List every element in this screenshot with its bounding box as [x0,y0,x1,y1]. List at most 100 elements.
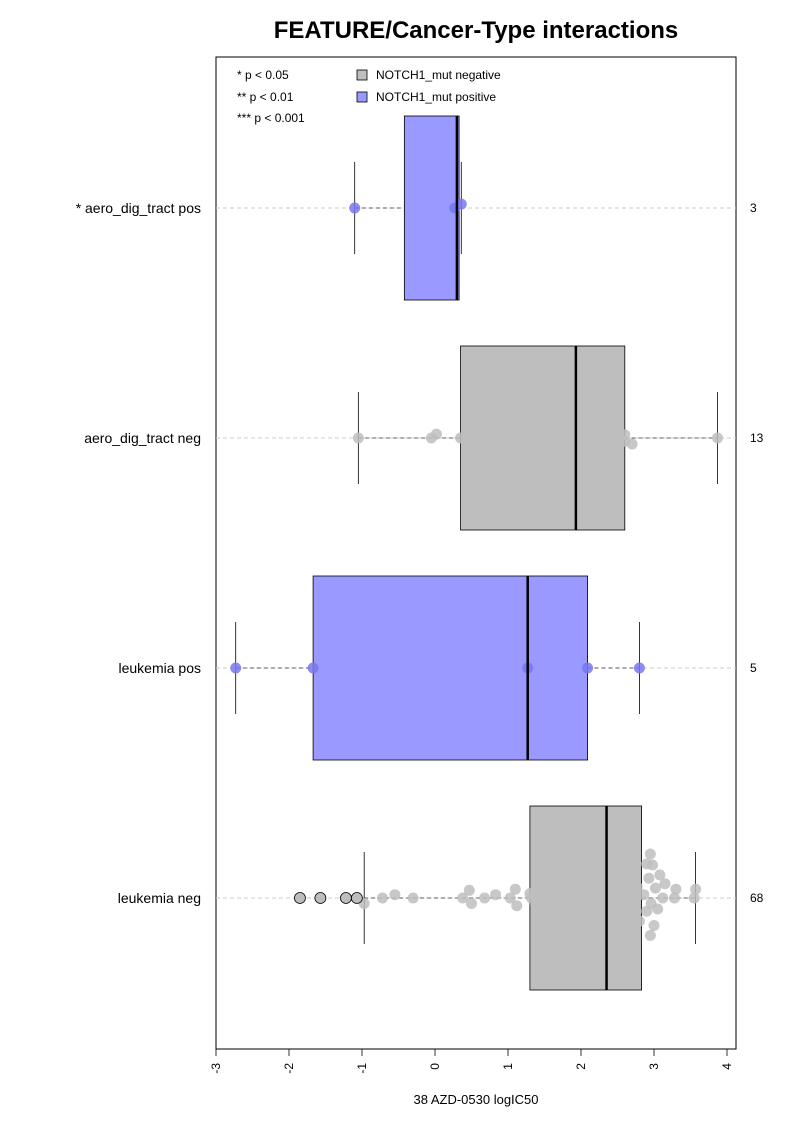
data-point [564,905,576,917]
data-point [479,892,491,904]
data-point [389,889,401,901]
category-label: * aero_dig_tract pos [76,200,201,216]
data-point [670,883,682,895]
data-point [644,848,656,860]
data-point [530,899,542,911]
outlier-point [340,892,352,904]
data-point [638,889,650,901]
legend-sig-1: * p < 0.05 [237,68,289,82]
data-point [559,883,571,895]
plot-area: * aero_dig_tract pos 3 aero_dig_tract neg 1… [76,115,764,991]
x-tick-label: -1 [355,1063,369,1074]
data-point [537,892,549,904]
data-point [455,432,467,444]
box-group-leukemia-neg: leukemia neg 68 [118,805,764,991]
data-point [575,863,587,875]
data-point [455,198,467,210]
data-point [626,438,638,450]
x-tick-label: 1 [501,1063,515,1070]
category-label: leukemia pos [119,660,202,676]
data-point [633,662,645,674]
data-point [407,892,419,904]
data-point [668,892,680,904]
legend-label-negative: NOTCH1_mut negative [376,68,501,82]
data-point [652,903,664,915]
data-point [633,915,645,927]
data-point [352,432,364,444]
data-point [593,863,605,875]
x-tick-label: 4 [720,1063,734,1070]
data-point [641,858,653,870]
data-point [584,432,596,444]
data-point [307,662,319,674]
x-tick-label: -2 [282,1063,296,1074]
data-point [625,910,637,922]
data-point [614,918,626,930]
legend: * p < 0.05 ** p < 0.01 *** p < 0.001 NOT… [237,68,501,125]
category-label: aero_dig_tract neg [84,430,201,446]
data-point [549,905,561,917]
data-point [463,884,475,896]
box-group-leukemia-pos: leukemia pos 5 [119,575,757,761]
data-point [614,432,626,444]
outlier-point [294,892,306,904]
data-point [504,892,516,904]
box [460,345,626,531]
data-point [349,202,361,214]
x-axis-label: 38 AZD-0530 logIC50 [413,1092,538,1107]
data-point [608,869,620,881]
data-point [509,883,521,895]
box-group-aero-dig-tract-neg: aero_dig_tract neg 13 [84,345,764,531]
data-point [616,885,628,897]
x-axis: -3 -2 -1 0 1 2 3 4 [209,1048,734,1074]
legend-sig-3: *** p < 0.001 [237,111,305,125]
data-point [376,892,388,904]
legend-label-positive: NOTCH1_mut positive [376,90,496,104]
data-point [628,892,640,904]
data-point [579,899,591,911]
data-point [549,432,561,444]
x-tick-label: 0 [428,1063,442,1070]
box-group-aero-dig-tract-pos: * aero_dig_tract pos 3 [76,115,757,301]
data-point [659,878,671,890]
outlier-point [350,892,363,904]
legend-swatch-negative [356,69,368,81]
chart-title: FEATURE/Cancer-Type interactions [274,17,679,44]
box [312,575,588,761]
data-point [626,855,638,867]
data-point [628,865,640,876]
data-point [490,889,502,901]
x-tick-label: -3 [209,1063,223,1074]
data-point [619,927,631,939]
category-label: leukemia neg [118,890,201,906]
data-point [654,869,666,881]
data-point [230,662,242,674]
data-point [590,872,602,884]
data-point [688,892,700,904]
data-point [622,877,634,889]
data-point [466,898,477,909]
data-point [586,905,598,917]
data-point [649,882,661,894]
data-point [644,929,656,941]
data-point [530,432,542,444]
data-point [712,432,724,444]
data-point [619,901,631,913]
count-label: 5 [750,661,757,675]
data-point [582,887,594,898]
data-point [631,881,643,893]
outlier-point [314,892,327,904]
x-tick-label: 2 [574,1063,588,1070]
legend-sig-2: ** p < 0.01 [237,90,294,104]
legend-swatch-positive [356,91,368,103]
data-point [511,900,523,912]
data-point [457,892,469,904]
data-point [568,874,580,886]
data-point [430,428,442,440]
count-label: 13 [750,431,764,445]
data-point [643,872,655,884]
data-point [657,892,669,904]
count-label: 68 [750,891,764,905]
data-point [648,920,660,931]
